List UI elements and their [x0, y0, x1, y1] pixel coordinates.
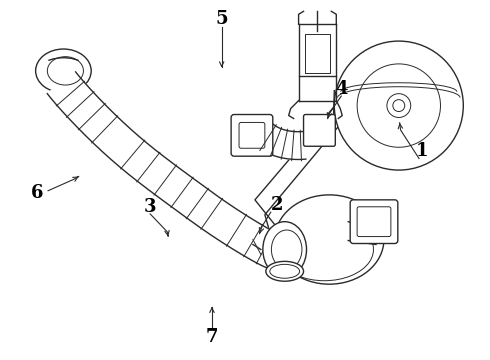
Ellipse shape: [266, 261, 303, 281]
Polygon shape: [47, 72, 279, 269]
Text: 3: 3: [144, 198, 156, 216]
Ellipse shape: [36, 49, 91, 93]
Text: 4: 4: [335, 80, 347, 98]
FancyBboxPatch shape: [350, 200, 398, 243]
FancyBboxPatch shape: [303, 114, 335, 146]
Text: 7: 7: [206, 328, 218, 346]
Ellipse shape: [263, 222, 307, 277]
Ellipse shape: [275, 195, 384, 284]
Text: 6: 6: [31, 184, 43, 202]
FancyBboxPatch shape: [231, 114, 273, 156]
Circle shape: [334, 41, 464, 170]
Text: 5: 5: [215, 9, 228, 27]
Text: 2: 2: [270, 196, 283, 214]
Polygon shape: [256, 124, 306, 159]
Text: 1: 1: [416, 143, 429, 161]
